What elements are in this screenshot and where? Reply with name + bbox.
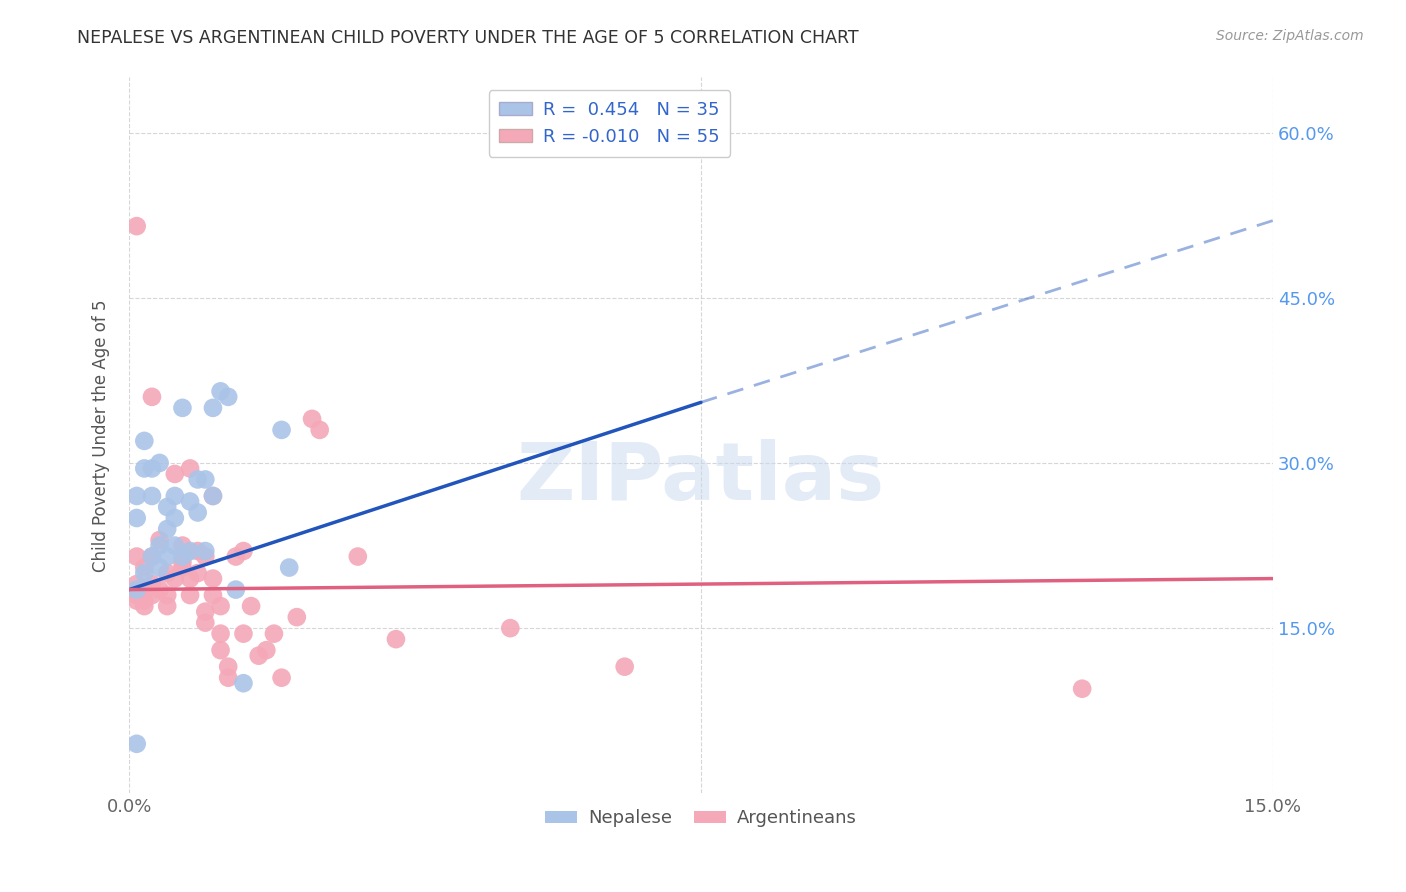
Point xyxy=(278,560,301,574)
Point xyxy=(148,456,170,470)
Point xyxy=(163,539,186,553)
Point xyxy=(163,511,186,525)
Point xyxy=(385,632,408,647)
Point xyxy=(125,737,148,751)
Point xyxy=(134,461,156,475)
Text: NEPALESE VS ARGENTINEAN CHILD POVERTY UNDER THE AGE OF 5 CORRELATION CHART: NEPALESE VS ARGENTINEAN CHILD POVERTY UN… xyxy=(77,29,859,46)
Point xyxy=(201,572,224,586)
Point xyxy=(148,582,170,597)
Point xyxy=(217,659,239,673)
Point xyxy=(134,582,156,597)
Point xyxy=(209,384,232,399)
Point xyxy=(499,621,522,635)
Point xyxy=(187,506,209,520)
Point xyxy=(125,489,148,503)
Point xyxy=(134,599,156,613)
Point xyxy=(125,588,148,602)
Point xyxy=(613,659,636,673)
Point xyxy=(172,555,194,569)
Y-axis label: Child Poverty Under the Age of 5: Child Poverty Under the Age of 5 xyxy=(93,299,110,572)
Point xyxy=(141,577,163,591)
Point xyxy=(217,671,239,685)
Point xyxy=(134,566,156,580)
Point xyxy=(346,549,368,564)
Point xyxy=(125,577,148,591)
Point xyxy=(225,549,247,564)
Point xyxy=(141,390,163,404)
Point xyxy=(187,473,209,487)
Point xyxy=(141,588,163,602)
Point xyxy=(125,511,148,525)
Point xyxy=(270,671,292,685)
Point xyxy=(141,461,163,475)
Point xyxy=(285,610,308,624)
Point xyxy=(201,401,224,415)
Legend: Nepalese, Argentineans: Nepalese, Argentineans xyxy=(537,802,865,834)
Point xyxy=(125,219,148,234)
Point xyxy=(187,566,209,580)
Point xyxy=(225,582,247,597)
Point xyxy=(141,549,163,564)
Text: ZIPatlas: ZIPatlas xyxy=(517,440,884,517)
Point xyxy=(247,648,270,663)
Point xyxy=(156,500,179,514)
Point xyxy=(179,494,201,508)
Point xyxy=(172,560,194,574)
Point xyxy=(125,593,148,607)
Point xyxy=(263,626,285,640)
Point xyxy=(134,593,156,607)
Point xyxy=(163,572,186,586)
Point xyxy=(240,599,263,613)
Point xyxy=(194,549,217,564)
Point xyxy=(125,582,148,597)
Point xyxy=(194,473,217,487)
Point xyxy=(156,599,179,613)
Point xyxy=(125,549,148,564)
Point xyxy=(201,489,224,503)
Point xyxy=(148,560,170,574)
Point xyxy=(209,626,232,640)
Point xyxy=(232,544,254,558)
Point xyxy=(201,588,224,602)
Point xyxy=(134,434,156,448)
Point xyxy=(172,401,194,415)
Point xyxy=(134,560,156,574)
Point xyxy=(301,412,323,426)
Point xyxy=(194,605,217,619)
Point xyxy=(156,566,179,580)
Point xyxy=(163,489,186,503)
Point xyxy=(270,423,292,437)
Point xyxy=(148,533,170,547)
Point xyxy=(194,615,217,630)
Point xyxy=(194,544,217,558)
Point xyxy=(187,544,209,558)
Point xyxy=(209,643,232,657)
Point xyxy=(232,676,254,690)
Text: Source: ZipAtlas.com: Source: ZipAtlas.com xyxy=(1216,29,1364,43)
Point xyxy=(141,549,163,564)
Point xyxy=(163,467,186,481)
Point xyxy=(1071,681,1094,696)
Point xyxy=(308,423,330,437)
Point xyxy=(156,549,179,564)
Point xyxy=(254,643,277,657)
Point xyxy=(141,489,163,503)
Point xyxy=(179,572,201,586)
Point xyxy=(148,539,170,553)
Point xyxy=(156,522,179,536)
Point xyxy=(172,549,194,564)
Point xyxy=(179,544,201,558)
Point xyxy=(217,390,239,404)
Point xyxy=(209,599,232,613)
Point xyxy=(201,489,224,503)
Point xyxy=(156,588,179,602)
Point xyxy=(179,461,201,475)
Point xyxy=(179,588,201,602)
Point xyxy=(172,539,194,553)
Point xyxy=(232,626,254,640)
